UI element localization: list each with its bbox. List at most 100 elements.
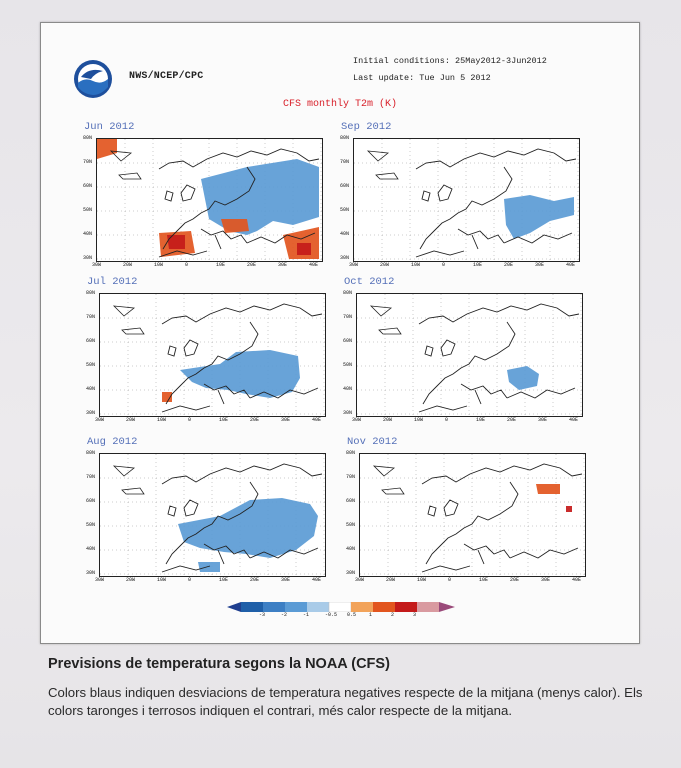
panel-title: Oct 2012 bbox=[344, 276, 395, 288]
latitude-label: 40N bbox=[346, 546, 356, 552]
latitude-label: 30N bbox=[343, 410, 353, 416]
longitude-label: 40E bbox=[312, 417, 322, 423]
longitude-label: 40E bbox=[312, 577, 322, 583]
longitude-label: 10E bbox=[219, 577, 229, 583]
latitude-label: 70N bbox=[86, 314, 96, 320]
longitude-label: 10W bbox=[157, 417, 167, 423]
longitude-label: 10W bbox=[154, 262, 164, 268]
caption-title: Previsions de temperatura segons la NOAA… bbox=[48, 656, 390, 672]
colorbar-label: 3 bbox=[413, 612, 417, 618]
latitude-label: 40N bbox=[340, 231, 350, 237]
forecast-map bbox=[96, 138, 323, 262]
forecast-map bbox=[359, 453, 586, 577]
longitude-label: 40E bbox=[566, 262, 576, 268]
longitude-label: 0 bbox=[442, 262, 446, 268]
longitude-label: 30E bbox=[541, 577, 551, 583]
latitude-label: 70N bbox=[340, 159, 350, 165]
longitude-label: 20E bbox=[507, 417, 517, 423]
latitude-label: 50N bbox=[340, 207, 350, 213]
forecast-figure: NWS/NCEP/CPC Initial conditions: 25May20… bbox=[40, 22, 640, 644]
longitude-label: 10E bbox=[479, 577, 489, 583]
latitude-label: 70N bbox=[343, 314, 353, 320]
latitude-label: 80N bbox=[86, 290, 96, 296]
longitude-label: 30E bbox=[281, 417, 291, 423]
longitude-label: 0 bbox=[448, 577, 452, 583]
latitude-label: 60N bbox=[83, 183, 93, 189]
longitude-label: 30E bbox=[535, 262, 545, 268]
panel-title: Aug 2012 bbox=[87, 436, 138, 448]
longitude-label: 30W bbox=[349, 262, 359, 268]
latitude-label: 70N bbox=[86, 474, 96, 480]
longitude-label: 40E bbox=[569, 417, 579, 423]
forecast-map bbox=[99, 293, 326, 417]
longitude-label: 30W bbox=[92, 262, 102, 268]
latitude-label: 40N bbox=[343, 386, 353, 392]
latitude-label: 60N bbox=[340, 183, 350, 189]
colorbar-label: -2 bbox=[281, 612, 288, 618]
longitude-label: 0 bbox=[445, 417, 449, 423]
longitude-label: 10W bbox=[157, 577, 167, 583]
colorbar-label: 2 bbox=[391, 612, 395, 618]
latitude-label: 50N bbox=[86, 362, 96, 368]
longitude-label: 20W bbox=[383, 417, 393, 423]
latitude-label: 50N bbox=[346, 522, 356, 528]
agency-label: NWS/NCEP/CPC bbox=[129, 71, 204, 82]
colorbar-label: 0.5 bbox=[347, 612, 357, 618]
longitude-label: 10E bbox=[476, 417, 486, 423]
longitude-label: 30W bbox=[352, 417, 362, 423]
longitude-label: 20W bbox=[126, 417, 136, 423]
latitude-label: 40N bbox=[86, 386, 96, 392]
longitude-label: 30W bbox=[355, 577, 365, 583]
longitude-label: 20E bbox=[510, 577, 520, 583]
latitude-label: 80N bbox=[86, 450, 96, 456]
latitude-label: 40N bbox=[86, 546, 96, 552]
latitude-label: 30N bbox=[86, 570, 96, 576]
forecast-map bbox=[99, 453, 326, 577]
panel-title: Jun 2012 bbox=[84, 121, 135, 133]
latitude-label: 60N bbox=[346, 498, 356, 504]
longitude-label: 20E bbox=[247, 262, 257, 268]
latitude-label: 30N bbox=[86, 410, 96, 416]
longitude-label: 10W bbox=[417, 577, 427, 583]
latitude-label: 80N bbox=[346, 450, 356, 456]
latitude-label: 70N bbox=[83, 159, 93, 165]
longitude-label: 30W bbox=[95, 577, 105, 583]
longitude-label: 40E bbox=[309, 262, 319, 268]
longitude-label: 40E bbox=[572, 577, 582, 583]
latitude-label: 80N bbox=[343, 290, 353, 296]
panel-title: Jul 2012 bbox=[87, 276, 138, 288]
longitude-label: 20W bbox=[386, 577, 396, 583]
longitude-label: 20E bbox=[504, 262, 514, 268]
longitude-label: 20E bbox=[250, 417, 260, 423]
latitude-label: 50N bbox=[343, 362, 353, 368]
figure-title: CFS monthly T2m (K) bbox=[282, 99, 398, 110]
latitude-label: 30N bbox=[83, 255, 93, 261]
longitude-label: 10W bbox=[411, 262, 421, 268]
longitude-label: 30E bbox=[278, 262, 288, 268]
panel-title: Nov 2012 bbox=[347, 436, 398, 448]
forecast-map bbox=[356, 293, 583, 417]
latitude-label: 50N bbox=[86, 522, 96, 528]
latitude-label: 40N bbox=[83, 231, 93, 237]
colorbar-label: -3 bbox=[259, 612, 266, 618]
forecast-meta: Initial conditions: 25May2012-3Jun2012 L… bbox=[353, 53, 547, 87]
latitude-label: 30N bbox=[346, 570, 356, 576]
panel-title: Sep 2012 bbox=[341, 121, 392, 133]
latitude-label: 70N bbox=[346, 474, 356, 480]
longitude-label: 0 bbox=[188, 577, 192, 583]
latitude-label: 50N bbox=[83, 207, 93, 213]
longitude-label: 20E bbox=[250, 577, 260, 583]
colorbar bbox=[227, 602, 455, 612]
latitude-label: 80N bbox=[83, 135, 93, 141]
noaa-logo-icon bbox=[74, 60, 112, 98]
latitude-label: 30N bbox=[340, 255, 350, 261]
longitude-label: 10E bbox=[473, 262, 483, 268]
longitude-label: 30E bbox=[281, 577, 291, 583]
colorbar-label: -1 bbox=[303, 612, 310, 618]
longitude-label: 10E bbox=[216, 262, 226, 268]
longitude-label: 30E bbox=[538, 417, 548, 423]
last-update: Last update: Tue Jun 5 2012 bbox=[353, 73, 491, 83]
longitude-label: 20W bbox=[380, 262, 390, 268]
latitude-label: 60N bbox=[343, 338, 353, 344]
longitude-label: 0 bbox=[188, 417, 192, 423]
